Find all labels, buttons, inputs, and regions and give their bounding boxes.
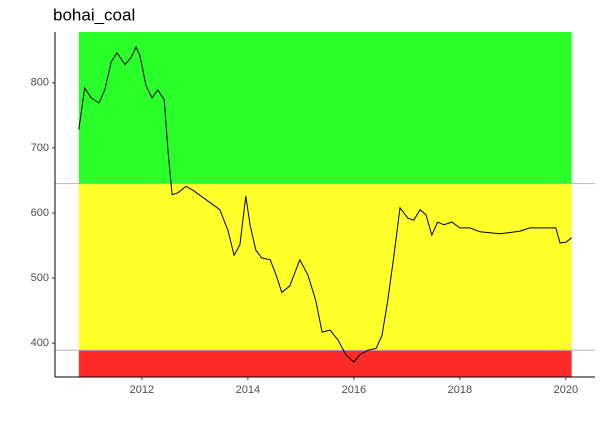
y-tick-label: 500 (31, 272, 49, 284)
band (78, 183, 572, 351)
band (78, 350, 572, 377)
chart-title: bohai_coal (53, 5, 135, 24)
x-tick-label: 2012 (130, 384, 154, 396)
x-tick-label: 2016 (342, 384, 366, 396)
x-tick-label: 2018 (448, 384, 472, 396)
y-tick-label: 600 (31, 207, 49, 219)
y-tick-label: 800 (31, 77, 49, 89)
x-tick-label: 2020 (554, 384, 578, 396)
y-tick-label: 700 (31, 142, 49, 154)
band (78, 32, 572, 184)
y-tick-label: 400 (31, 337, 49, 349)
x-tick-label: 2014 (236, 384, 260, 396)
data-line (78, 45, 573, 363)
